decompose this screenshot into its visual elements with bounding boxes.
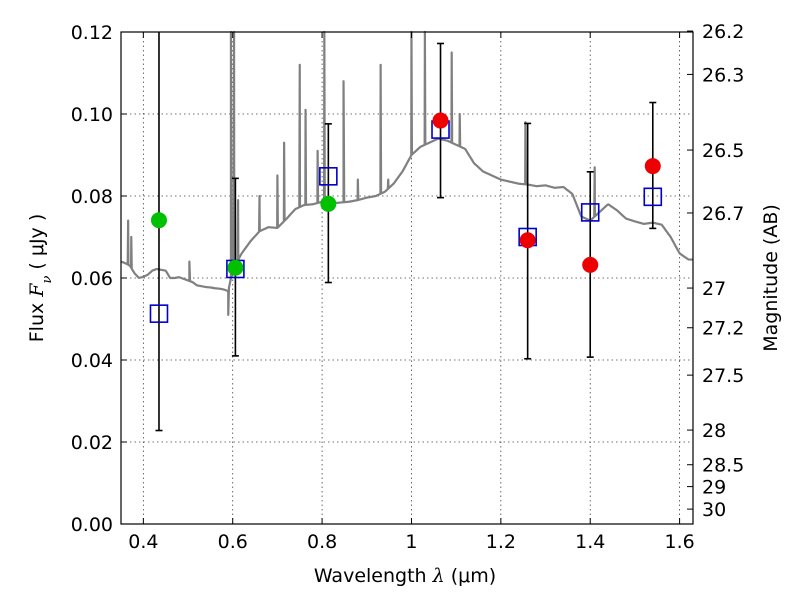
observed-point-red	[644, 158, 661, 175]
y2-tick-label: 29	[702, 477, 726, 499]
y-tick-label: 0.00	[71, 514, 113, 536]
y2-axis-label: Magnitude (AB)	[760, 204, 782, 352]
x-tick-label: 1.4	[575, 531, 605, 553]
ticks	[121, 30, 693, 525]
y-tick-label: 0.12	[71, 22, 113, 44]
y2-tick-label: 26.2	[702, 21, 744, 43]
x-axis-label: Wavelength λ (μm)	[314, 565, 496, 587]
observed-point-red	[432, 112, 449, 129]
y-tick-label: 0.08	[71, 186, 113, 208]
observed-point-green	[150, 212, 167, 229]
observed-point-red	[582, 256, 599, 273]
markers	[149, 112, 663, 323]
y-tick-label: 0.06	[71, 268, 113, 290]
sed-line	[120, 30, 694, 316]
y2-tick-label: 27.2	[702, 318, 744, 340]
y2-tick-label: 27	[702, 278, 726, 300]
x-tick-label: 0.4	[128, 531, 158, 553]
observed-point-green	[227, 259, 244, 276]
model-point	[580, 203, 600, 222]
x-tick-label: 1.2	[486, 531, 516, 553]
x-tick-label: 0.8	[307, 531, 337, 553]
model-point	[319, 167, 338, 186]
y-axis-label: Flux Fν ( μJy )	[26, 214, 55, 343]
y-tick-label: 0.04	[71, 350, 113, 372]
x-tick-label: 1	[405, 531, 417, 553]
x-tick-label: 0.6	[218, 531, 248, 553]
y2-tick-label: 30	[702, 499, 726, 521]
tick-labels: 0.4 0.6 0.8 1 1.2 1.4 1.6 0.00 0.02 0.04 0.06 0.08 0…	[71, 21, 745, 553]
model-point	[643, 187, 663, 207]
y2-tick-label: 26.5	[702, 140, 744, 162]
y2-tick-label: 26.7	[702, 203, 744, 225]
x-tick-label: 1.6	[664, 531, 694, 553]
model-point	[149, 304, 169, 323]
y2-tick-label: 28	[702, 420, 726, 442]
observed-point-green	[320, 195, 337, 212]
y-tick-label: 0.02	[71, 432, 113, 454]
y-tick-label: 0.10	[71, 104, 113, 126]
y2-tick-label: 28.5	[702, 455, 744, 477]
y2-tick-label: 26.3	[702, 64, 744, 86]
y2-tick-label: 27.5	[702, 365, 744, 387]
observed-point-red	[519, 232, 536, 249]
sed-spectrum	[120, 30, 694, 316]
